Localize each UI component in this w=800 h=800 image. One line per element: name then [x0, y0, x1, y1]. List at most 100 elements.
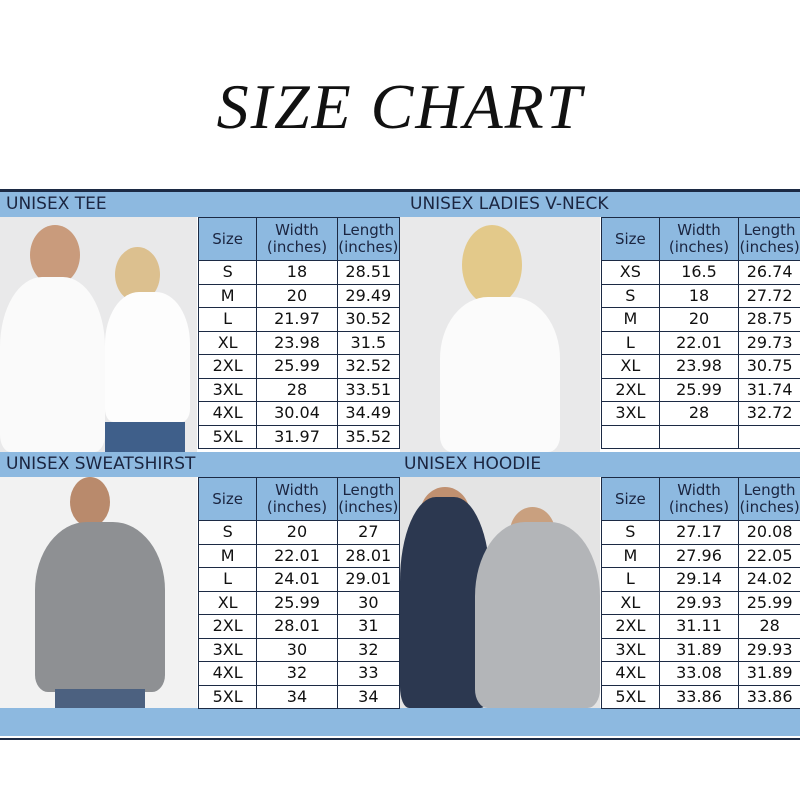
table-row: L 22.01 29.73: [601, 330, 800, 355]
table-row: 2XL 25.99 32.52: [197, 354, 401, 379]
width-cell: 29.14: [658, 567, 740, 592]
width-header-label: Width: [677, 221, 721, 239]
width-cell: 30.04: [256, 401, 338, 426]
length-header: Length (inches): [336, 477, 401, 521]
width-cell: 16.5: [658, 260, 740, 285]
size-cell: S: [601, 283, 660, 308]
size-cell: S: [197, 520, 258, 545]
length-cell: 24.02: [738, 567, 800, 592]
width-cell: 34: [256, 684, 338, 709]
length-header-unit: (inches): [338, 498, 399, 516]
length-cell: 29.49: [336, 283, 401, 308]
width-cell: 22.01: [256, 543, 338, 568]
size-cell: 4XL: [197, 401, 258, 426]
table-row: 5XL 31.97 35.52: [197, 424, 401, 449]
section-title-sweatshirt: UNISEX SWEATSHIRST: [6, 454, 196, 474]
hoodie-size-table: Size Width (inches) Length (inches) S 27.17 20.…: [601, 477, 800, 709]
width-cell: 31.11: [658, 614, 740, 639]
width-header: Width (inches): [658, 217, 740, 261]
tee-photo: [0, 217, 197, 452]
section-title-hoodie: UNISEX HOODIE: [404, 454, 542, 474]
table-header-row: Size Width (inches) Length (inches): [197, 477, 401, 521]
length-header: Length (inches): [336, 217, 401, 261]
width-header-unit: (inches): [668, 238, 730, 256]
table-row: XL 23.98 30.75: [601, 354, 800, 379]
width-header-label: Width: [275, 221, 319, 239]
size-cell: XL: [197, 590, 258, 615]
table-row: M 22.01 28.01: [197, 543, 401, 568]
width-cell: 22.01: [658, 330, 740, 355]
length-cell: 28.51: [336, 260, 401, 285]
table-row: L 21.97 30.52: [197, 307, 401, 332]
width-cell: 24.01: [256, 567, 338, 592]
length-cell: 29.93: [738, 637, 800, 662]
width-cell: 32: [256, 661, 338, 686]
width-cell: 33.86: [658, 684, 740, 709]
size-cell: 5XL: [601, 684, 660, 709]
length-cell: 31.74: [738, 377, 800, 402]
length-header-label: Length: [743, 481, 796, 499]
header-band-middle: [0, 452, 800, 477]
section-title-tee: UNISEX TEE: [6, 194, 107, 214]
length-cell: 31.89: [738, 661, 800, 686]
table-header-row: Size Width (inches) Length (inches): [601, 217, 800, 261]
width-cell: 31.97: [256, 424, 338, 449]
size-cell: 3XL: [601, 637, 660, 662]
size-cell: M: [601, 543, 660, 568]
length-cell: 35.52: [336, 424, 401, 449]
tee-size-table: Size Width (inches) Length (inches) S 18 28.51 M…: [197, 217, 401, 449]
table-row: M 20 29.49: [197, 283, 401, 308]
length-header: Length (inches): [738, 477, 800, 521]
table-row: XL 29.93 25.99: [601, 590, 800, 615]
length-cell: 29.73: [738, 330, 800, 355]
length-cell: 32.72: [738, 401, 800, 426]
length-cell: 33: [336, 661, 401, 686]
length-cell: 32.52: [336, 354, 401, 379]
length-cell: 34: [336, 684, 401, 709]
length-header-label: Length: [342, 481, 395, 499]
size-header-label: Size: [614, 229, 646, 248]
length-cell: 28.75: [738, 307, 800, 332]
length-cell: 34.49: [336, 401, 401, 426]
width-cell: 20: [256, 283, 338, 308]
size-cell: S: [601, 520, 660, 545]
width-cell: 18: [658, 283, 740, 308]
length-cell: 31: [336, 614, 401, 639]
width-header-unit: (inches): [266, 238, 328, 256]
width-cell: 27.96: [658, 543, 740, 568]
width-cell: 27.17: [658, 520, 740, 545]
table-row: 3XL 28 32.72: [601, 401, 800, 426]
size-cell: 2XL: [197, 354, 258, 379]
vneck-size-table: Size Width (inches) Length (inches) XS 16.5 26.…: [601, 217, 800, 449]
width-cell: 31.89: [658, 637, 740, 662]
size-cell: 4XL: [197, 661, 258, 686]
size-cell: S: [197, 260, 258, 285]
size-cell: 2XL: [197, 614, 258, 639]
width-cell: 25.99: [658, 377, 740, 402]
length-cell: 32: [336, 637, 401, 662]
width-cell: 28: [256, 377, 338, 402]
size-cell: XL: [601, 354, 660, 379]
table-row: S 18 28.51: [197, 260, 401, 285]
table-row: S 27.17 20.08: [601, 520, 800, 545]
table-row: 3XL 31.89 29.93: [601, 637, 800, 662]
length-header-unit: (inches): [338, 238, 399, 256]
size-cell: M: [601, 307, 660, 332]
length-cell: [738, 424, 800, 449]
size-cell: 4XL: [601, 661, 660, 686]
width-cell: 29.93: [658, 590, 740, 615]
width-header-unit: (inches): [668, 498, 730, 516]
size-cell: [601, 424, 660, 449]
length-cell: 30.52: [336, 307, 401, 332]
width-cell: 21.97: [256, 307, 338, 332]
width-cell: 20: [658, 307, 740, 332]
table-row: 4XL 32 33: [197, 661, 401, 686]
sweatshirt-photo: [0, 477, 197, 708]
size-cell: 2XL: [601, 377, 660, 402]
table-row: 2XL 28.01 31: [197, 614, 401, 639]
table-header-row: Size Width (inches) Length (inches): [197, 217, 401, 261]
length-cell: 20.08: [738, 520, 800, 545]
width-cell: 33.08: [658, 661, 740, 686]
size-cell: L: [197, 567, 258, 592]
size-cell: M: [197, 543, 258, 568]
